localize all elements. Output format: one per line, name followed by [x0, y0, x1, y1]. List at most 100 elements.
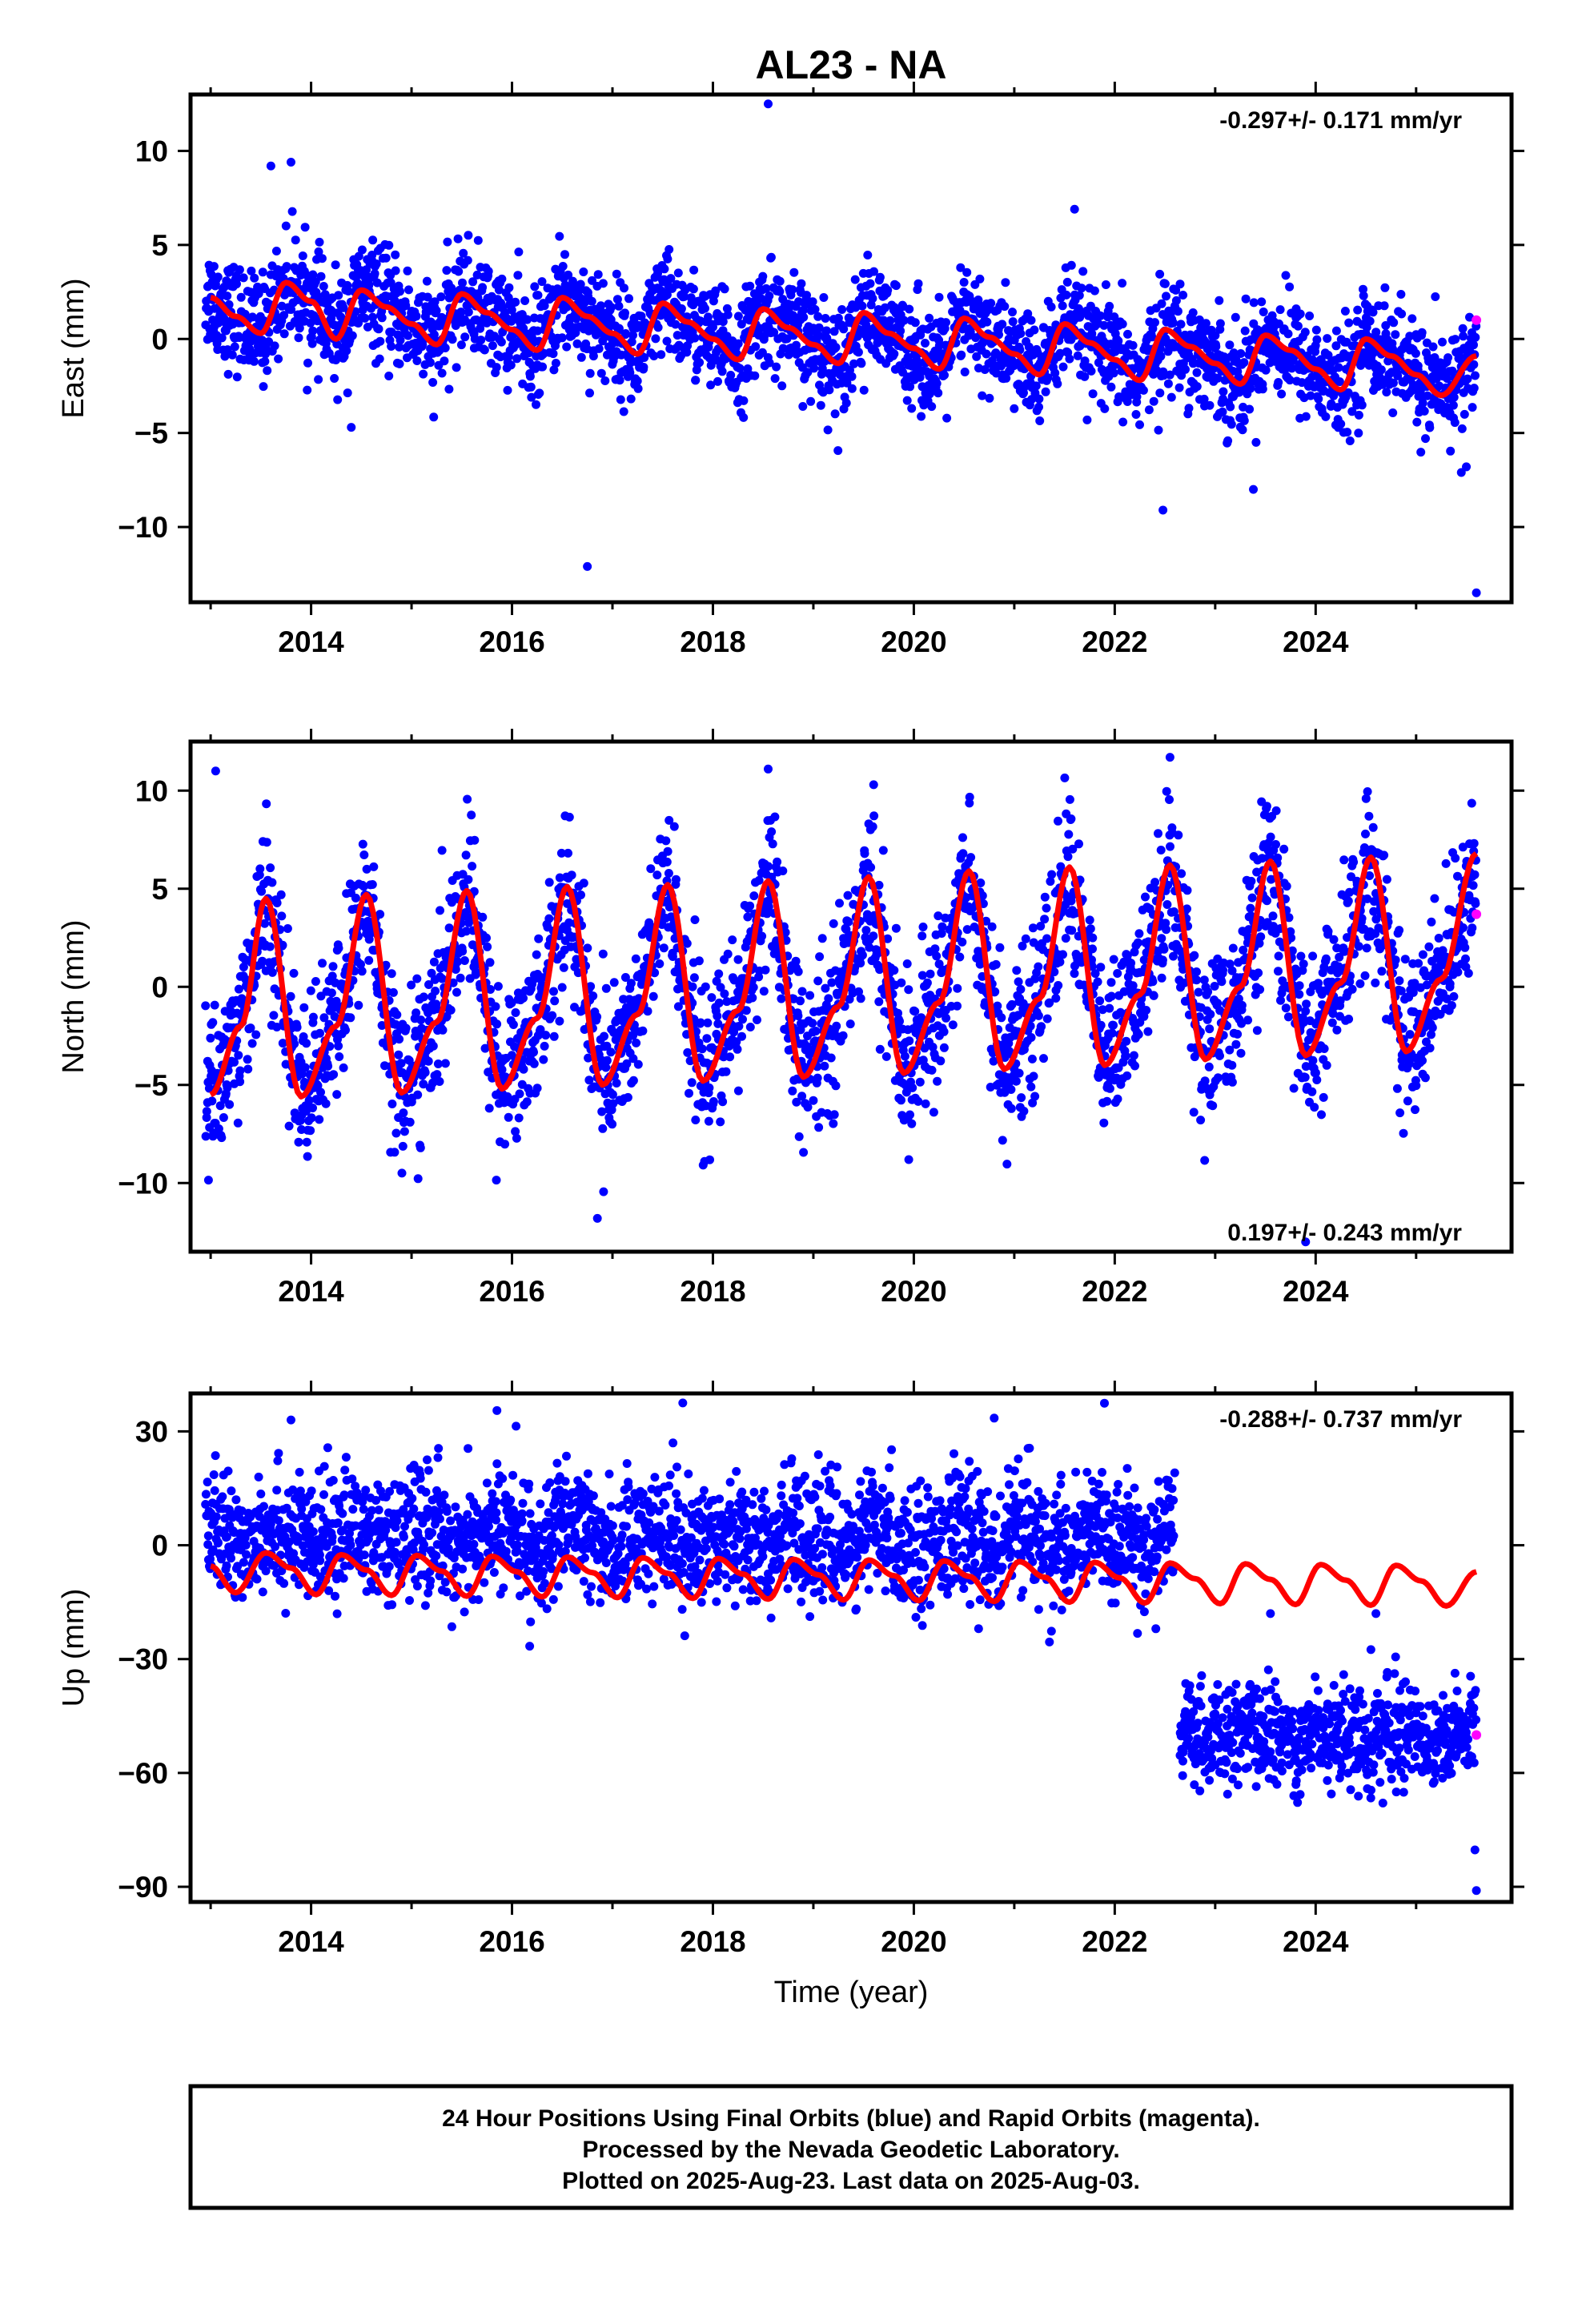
- north-point: [707, 993, 717, 1003]
- east-point: [778, 344, 788, 353]
- east-point: [1010, 404, 1019, 413]
- north-point: [612, 1079, 621, 1088]
- north-point: [691, 1116, 701, 1124]
- east-point: [1345, 436, 1355, 445]
- north-point: [966, 853, 976, 862]
- north-point: [829, 1119, 838, 1128]
- east-point: [717, 367, 727, 376]
- east-point: [1283, 329, 1293, 339]
- north-point: [233, 1118, 243, 1128]
- north-point: [208, 1018, 218, 1027]
- east-point: [1131, 410, 1141, 419]
- east-point: [1163, 379, 1173, 388]
- east-point: [1354, 410, 1363, 420]
- north-point: [1037, 1022, 1046, 1031]
- north-point: [234, 984, 243, 994]
- east-point: [232, 372, 242, 382]
- north-point: [461, 908, 470, 917]
- east-point: [925, 313, 934, 323]
- north-point: [733, 955, 743, 964]
- north-point: [920, 1043, 930, 1053]
- east-point: [956, 263, 966, 272]
- east-point: [1353, 305, 1363, 315]
- east-point: [985, 393, 994, 403]
- east-point: [381, 253, 391, 263]
- east-point: [401, 301, 411, 311]
- north-point: [394, 1050, 404, 1059]
- east-point: [1450, 418, 1460, 428]
- north-point: [334, 943, 343, 953]
- north-point: [1014, 1011, 1023, 1020]
- north-point: [878, 846, 888, 855]
- north-point: [608, 1099, 618, 1108]
- east-point: [1123, 329, 1132, 339]
- north-point: [544, 914, 554, 923]
- north-point: [511, 1127, 520, 1136]
- east-point: [412, 356, 422, 365]
- north-point: [939, 1027, 949, 1036]
- east-point: [1417, 328, 1427, 337]
- east-point: [1138, 385, 1148, 395]
- north-point: [702, 1034, 712, 1043]
- east-point: [1175, 279, 1185, 289]
- east-point: [227, 350, 237, 360]
- east-point: [367, 251, 377, 259]
- north-point: [323, 1061, 333, 1071]
- east-point: [1336, 419, 1346, 428]
- east-point: [287, 305, 296, 314]
- east-point: [279, 311, 289, 320]
- east-point: [1389, 318, 1399, 328]
- north-point: [446, 1005, 456, 1015]
- north-point: [910, 1007, 920, 1016]
- east-point: [1008, 308, 1017, 317]
- east-point: [1219, 387, 1228, 396]
- north-point: [262, 838, 271, 847]
- east-point: [425, 358, 435, 368]
- east-point: [1226, 402, 1235, 412]
- north-point: [564, 812, 574, 822]
- east-point: [1393, 371, 1403, 380]
- north-point: [713, 1019, 723, 1028]
- east-point: [1285, 376, 1295, 385]
- north-point: [838, 1031, 848, 1040]
- east-point: [436, 292, 446, 302]
- north-point: [399, 1108, 408, 1118]
- east-point: [1376, 365, 1386, 375]
- north-point: [519, 1064, 528, 1074]
- north-point: [387, 1100, 397, 1108]
- east-y-tick-label: −10: [118, 511, 168, 544]
- north-point: [723, 949, 733, 959]
- north-point: [290, 1039, 299, 1048]
- north-point: [234, 1051, 243, 1060]
- north-point: [515, 1089, 524, 1099]
- north-point: [235, 1077, 245, 1087]
- north-point: [958, 937, 967, 947]
- east-point: [1365, 316, 1375, 326]
- north-point: [284, 1121, 294, 1131]
- north-point: [948, 1020, 958, 1030]
- north-point: [283, 924, 292, 933]
- north-point: [579, 879, 588, 888]
- east-point: [1335, 377, 1344, 387]
- east-point: [443, 237, 452, 247]
- north-point: [917, 931, 927, 941]
- east-point: [1238, 425, 1247, 435]
- east-point: [360, 313, 370, 323]
- north-point: [900, 1051, 909, 1061]
- east-point: [576, 279, 585, 289]
- north-point: [204, 1084, 214, 1093]
- north-point: [865, 943, 874, 952]
- north-point: [662, 857, 672, 866]
- east-y-axis-label: East (mm): [57, 278, 90, 418]
- east-point: [422, 276, 432, 286]
- east-point: [464, 308, 473, 317]
- north-point: [319, 1013, 329, 1023]
- north-point: [976, 879, 986, 887]
- east-point: [1297, 378, 1307, 388]
- north-point: [413, 1090, 423, 1100]
- east-point: [819, 293, 829, 302]
- east-point: [1046, 302, 1056, 312]
- north-point: [491, 1002, 500, 1011]
- east-point: [423, 292, 432, 302]
- north-point: [388, 987, 398, 997]
